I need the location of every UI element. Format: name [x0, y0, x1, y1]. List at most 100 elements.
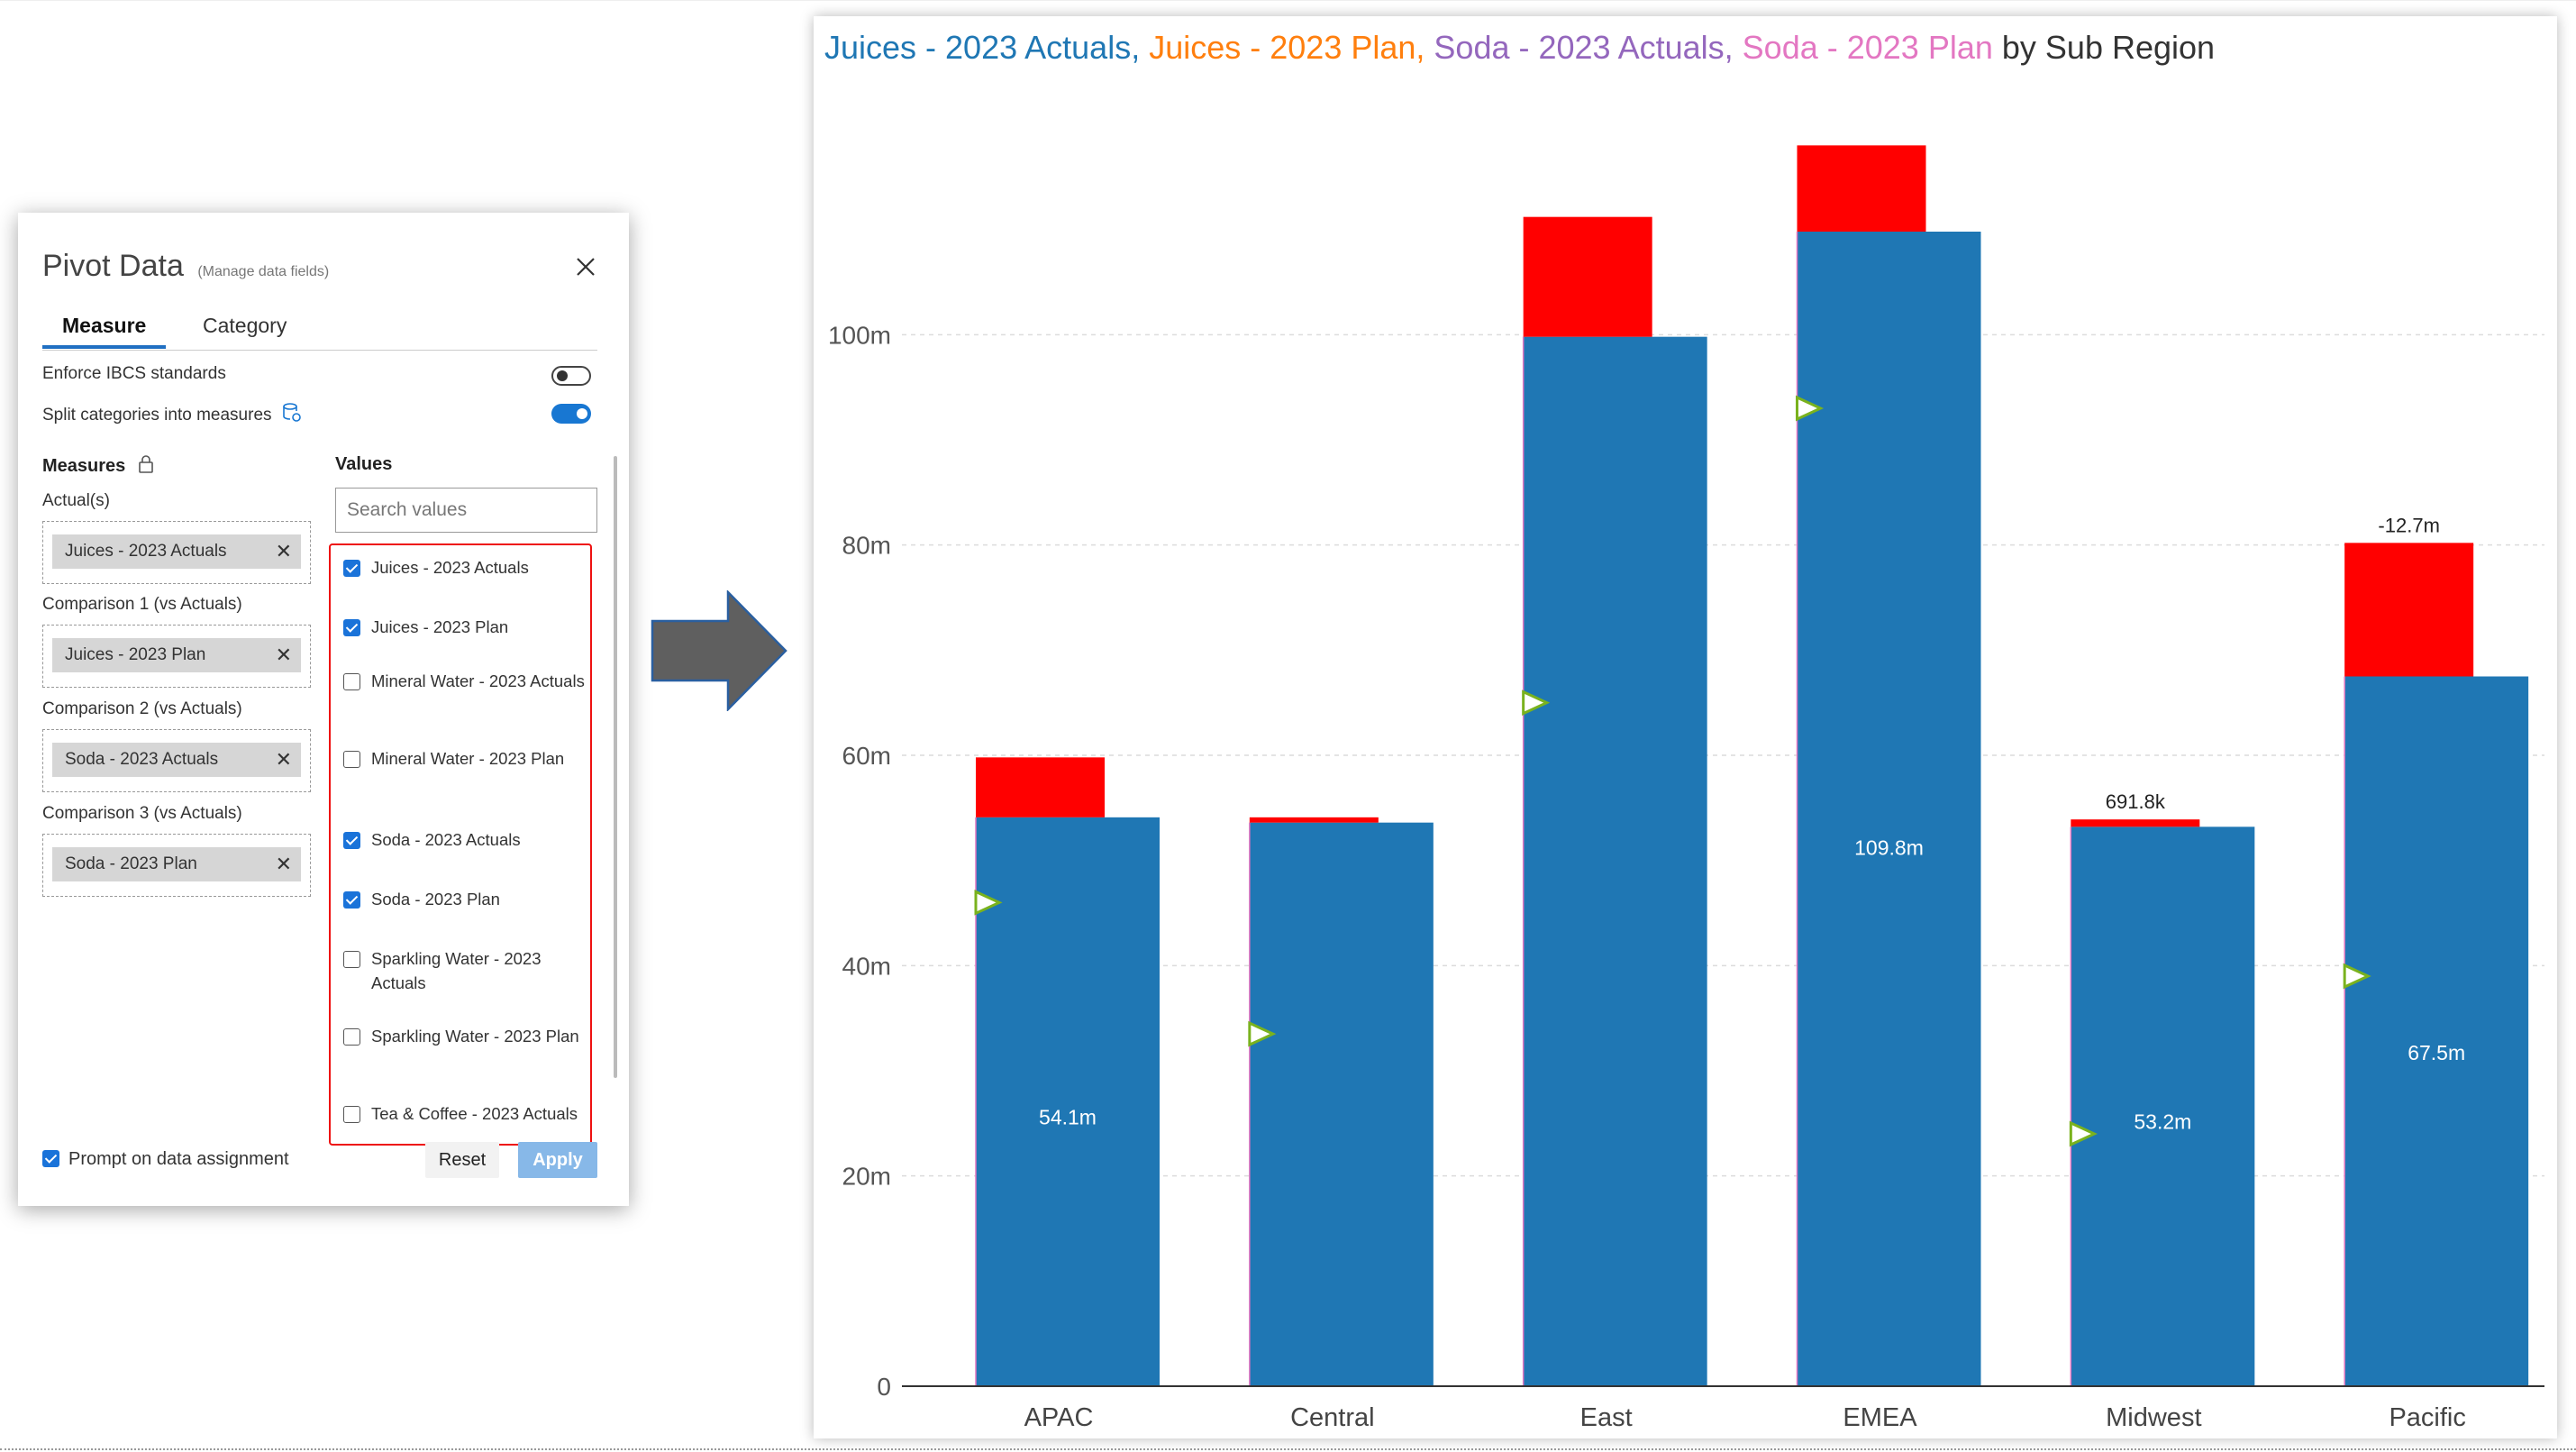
split-categories-label: Split categories into measures — [42, 406, 272, 425]
value-label: Soda - 2023 Plan — [371, 890, 500, 909]
value-checkbox[interactable] — [343, 951, 360, 968]
measure-chip[interactable]: Soda - 2023 Plan ✕ — [52, 847, 301, 881]
chip-label: Soda - 2023 Actuals — [65, 750, 219, 769]
x-tick-label: Pacific — [2389, 1403, 2465, 1432]
title-part: Soda - 2023 Actuals — [1434, 29, 1725, 66]
comparison-3-drop-zone[interactable]: Soda - 2023 Plan ✕ — [42, 834, 311, 897]
reset-button[interactable]: Reset — [425, 1142, 499, 1178]
y-tick-label: 100m — [828, 321, 891, 349]
tab-measure[interactable]: Measure — [42, 314, 167, 349]
dialog-title-text: Pivot Data — [42, 249, 184, 283]
remove-icon[interactable]: ✕ — [275, 644, 292, 666]
comparison-3-label: Comparison 3 (vs Actuals) — [42, 804, 242, 823]
remove-icon[interactable]: ✕ — [275, 853, 292, 875]
bottom-border — [0, 1448, 2576, 1450]
y-tick-label: 60m — [842, 742, 891, 770]
x-tick-label: Central — [1290, 1403, 1375, 1432]
title-part: , — [1724, 29, 1743, 66]
negative-variance-bar — [1797, 145, 1926, 232]
actual-bar — [1523, 336, 1707, 1387]
actual-bar — [976, 817, 1160, 1386]
dialog-title: Pivot Data (Manage data fields) — [42, 249, 329, 284]
search-values-input[interactable] — [335, 488, 597, 533]
negative-variance-bar — [976, 757, 1105, 817]
bar-chart: 0 20m 40m 60m 80m 100m 54.1m APAC Central East 109… — [828, 145, 2544, 1432]
database-settings-icon[interactable] — [282, 402, 302, 424]
title-part: , — [1131, 29, 1150, 66]
title-part: by Sub Region — [1992, 29, 2216, 66]
value-checkbox[interactable] — [343, 560, 360, 577]
x-tick-label: Midwest — [2106, 1403, 2201, 1432]
value-checkbox[interactable] — [343, 832, 360, 849]
close-button[interactable] — [569, 251, 602, 283]
value-checkbox[interactable] — [343, 891, 360, 909]
negative-variance-bar — [1249, 817, 1379, 823]
top-border — [0, 0, 2576, 1]
y-tick-label: 40m — [842, 952, 891, 980]
variance-label: 691.8k — [2106, 790, 2166, 813]
remove-icon[interactable]: ✕ — [275, 540, 292, 562]
y-tick-label: 0 — [877, 1373, 891, 1401]
toggle-knob — [557, 370, 568, 381]
apply-button[interactable]: Apply — [518, 1142, 597, 1178]
comparison-1-drop-zone[interactable]: Juices - 2023 Plan ✕ — [42, 625, 311, 688]
values-list: Juices - 2023 Actuals Juices - 2023 Plan M… — [329, 543, 592, 1146]
value-checkbox[interactable] — [343, 1106, 360, 1123]
value-label: Sparkling Water - 2023 Actuals — [371, 949, 542, 992]
value-checkbox[interactable] — [343, 673, 360, 690]
actuals-label: Actual(s) — [42, 491, 110, 510]
data-label: 109.8m — [1854, 836, 1924, 860]
x-tick-label: East — [1580, 1403, 1633, 1432]
value-checkbox[interactable] — [343, 1028, 360, 1046]
y-tick-label: 20m — [842, 1163, 891, 1191]
prompt-checkbox[interactable] — [42, 1150, 59, 1167]
close-icon — [577, 258, 595, 276]
comparison-marker — [2343, 963, 2371, 990]
value-label: Sparkling Water - 2023 Plan — [371, 1027, 579, 1046]
chip-label: Juices - 2023 Actuals — [65, 542, 227, 561]
measure-chip[interactable]: Juices - 2023 Actuals ✕ — [52, 534, 301, 569]
split-categories-toggle[interactable] — [551, 404, 591, 424]
comparison-marker — [1248, 1020, 1277, 1047]
enforce-ibcs-toggle[interactable] — [551, 366, 591, 386]
value-label: Mineral Water - 2023 Actuals — [371, 671, 585, 690]
value-label: Juices - 2023 Plan — [371, 617, 509, 636]
negative-variance-bar — [2344, 543, 2474, 677]
x-tick-label: APAC — [1024, 1403, 1094, 1432]
actual-bar — [2344, 676, 2529, 1386]
remove-icon[interactable]: ✕ — [275, 748, 292, 771]
dialog-subtitle: (Manage data fields) — [197, 264, 330, 279]
comparison-marker — [974, 889, 1003, 916]
title-part: Juices - 2023 Actuals — [824, 29, 1132, 66]
title-part: Soda - 2023 Plan — [1742, 29, 1993, 66]
tab-category[interactable]: Category — [203, 314, 287, 337]
value-checkbox[interactable] — [343, 751, 360, 768]
data-label: 67.5m — [2408, 1041, 2465, 1064]
comparison-2-drop-zone[interactable]: Soda - 2023 Actuals ✕ — [42, 729, 311, 792]
comparison-marker — [2069, 1120, 2098, 1147]
actuals-drop-zone[interactable]: Juices - 2023 Actuals ✕ — [42, 521, 311, 584]
actual-bar — [1797, 232, 1981, 1386]
variance-label: -12.7m — [2378, 514, 2439, 536]
value-checkbox[interactable] — [343, 619, 360, 636]
data-label: 54.1m — [1039, 1106, 1097, 1129]
comparison-marker — [1522, 689, 1551, 717]
measure-chip[interactable]: Juices - 2023 Plan ✕ — [52, 638, 301, 672]
value-label: Tea & Coffee - 2023 Actuals — [371, 1104, 578, 1123]
measure-chip[interactable]: Soda - 2023 Actuals ✕ — [52, 743, 301, 777]
pivot-data-dialog: Pivot Data (Manage data fields) Measure … — [18, 213, 629, 1206]
value-label: Mineral Water - 2023 Plan — [371, 749, 565, 768]
prompt-row: Prompt on data assignment — [42, 1149, 289, 1170]
prompt-label: Prompt on data assignment — [68, 1149, 289, 1169]
comparison-2-label: Comparison 2 (vs Actuals) — [42, 699, 242, 718]
chip-label: Soda - 2023 Plan — [65, 854, 197, 873]
title-part: Juices - 2023 Plan — [1149, 29, 1416, 66]
title-part: , — [1415, 29, 1434, 66]
comparison-1-label: Comparison 1 (vs Actuals) — [42, 595, 242, 614]
tab-bar: Measure Category — [42, 314, 597, 351]
right-arrow-icon — [651, 590, 787, 711]
value-label: Juices - 2023 Actuals — [371, 558, 529, 577]
scrollbar[interactable] — [614, 456, 617, 1078]
chart-title: Juices - 2023 Actuals, Juices - 2023 Pla… — [824, 29, 2215, 67]
actual-bar — [1249, 822, 1434, 1386]
